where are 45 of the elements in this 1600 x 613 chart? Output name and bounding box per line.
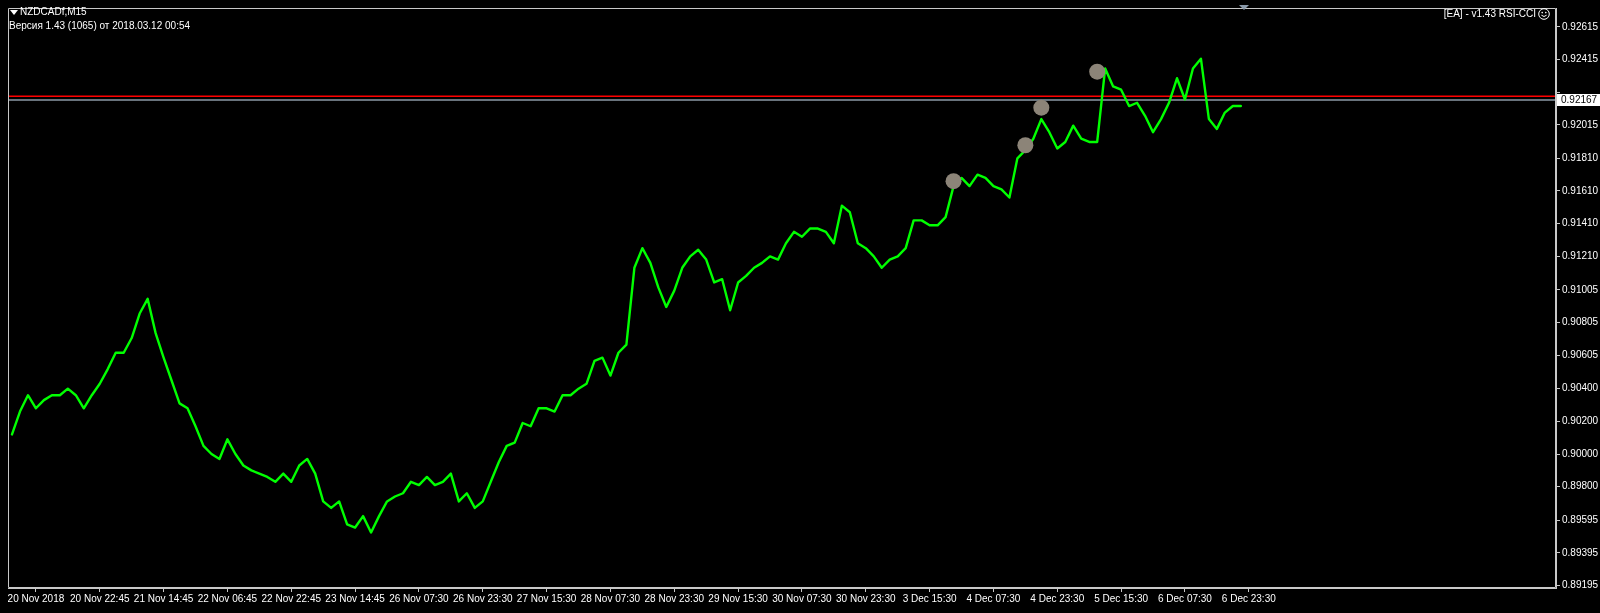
y-tick-label: 0.90200 xyxy=(1562,415,1599,427)
x-tick-label: 26 Nov 07:30 xyxy=(389,592,450,604)
y-tick-label: 0.89595 xyxy=(1562,513,1599,525)
y-tick-label: 0.92015 xyxy=(1562,118,1599,130)
y-tick-label: 0.91005 xyxy=(1562,283,1599,295)
y-tick-label: 0.90000 xyxy=(1562,447,1599,459)
x-tick-label: 21 Nov 14:45 xyxy=(133,592,194,604)
y-tick-label: 0.92415 xyxy=(1562,53,1599,65)
ref-line-label: 0.92167 xyxy=(1561,93,1598,105)
point xyxy=(1017,137,1034,154)
x-tick-label: 27 Nov 15:30 xyxy=(516,592,577,604)
y-tick-label: 0.91410 xyxy=(1562,217,1599,229)
y-tick-label: 0.90805 xyxy=(1562,316,1599,328)
y-tick-label: 0.90605 xyxy=(1562,348,1599,360)
x-tick-label: 6 Dec 23:30 xyxy=(1221,592,1277,604)
x-tick-label: 4 Dec 07:30 xyxy=(966,592,1021,604)
point xyxy=(945,173,962,190)
x-tick-label: 6 Dec 07:30 xyxy=(1157,592,1213,604)
y-tick-label: 0.91610 xyxy=(1562,184,1599,196)
x-tick-label: 5 Dec 15:30 xyxy=(1094,592,1149,604)
x-tick-label: 28 Nov 23:30 xyxy=(644,592,705,604)
annotation: [EA] - v1.43 RSI-CCI xyxy=(1443,8,1536,20)
y-tick-label: 0.89395 xyxy=(1562,546,1599,558)
x-tick-label: 22 Nov 06:45 xyxy=(197,592,258,604)
point xyxy=(1033,99,1050,116)
x-tick-label: 26 Nov 23:30 xyxy=(453,592,513,604)
y-tick-label: 0.90400 xyxy=(1562,382,1599,394)
x-tick-label: 20 Nov 22:45 xyxy=(70,592,130,604)
chart-title: NZDCADf,M15 xyxy=(20,6,87,18)
x-tick-label: 23 Nov 14:45 xyxy=(325,592,386,604)
x-tick-label: 29 Nov 15:30 xyxy=(708,592,769,604)
y-tick-label: 0.91210 xyxy=(1562,250,1599,262)
x-tick-label: 3 Dec 15:30 xyxy=(902,592,958,604)
y-tick-label: 0.91810 xyxy=(1562,152,1599,164)
text: Версия 1.43 (1065) от 2018.03.12 00:54 xyxy=(9,20,191,32)
y-tick-label: 0.89195 xyxy=(1562,579,1599,591)
y-tick-label: 0.89800 xyxy=(1562,480,1599,492)
y-tick-label: 0.92615 xyxy=(1562,20,1599,32)
x-tick-label: 28 Nov 07:30 xyxy=(580,592,641,604)
x-tick-label: 4 Dec 23:30 xyxy=(1030,592,1085,604)
x-tick-label: 30 Nov 07:30 xyxy=(772,592,833,604)
point xyxy=(1089,63,1106,80)
x-tick-label: 20 Nov 2018 xyxy=(7,592,65,604)
x-tick-label: 22 Nov 22:45 xyxy=(261,592,322,604)
x-tick-label: 30 Nov 23:30 xyxy=(836,592,896,604)
